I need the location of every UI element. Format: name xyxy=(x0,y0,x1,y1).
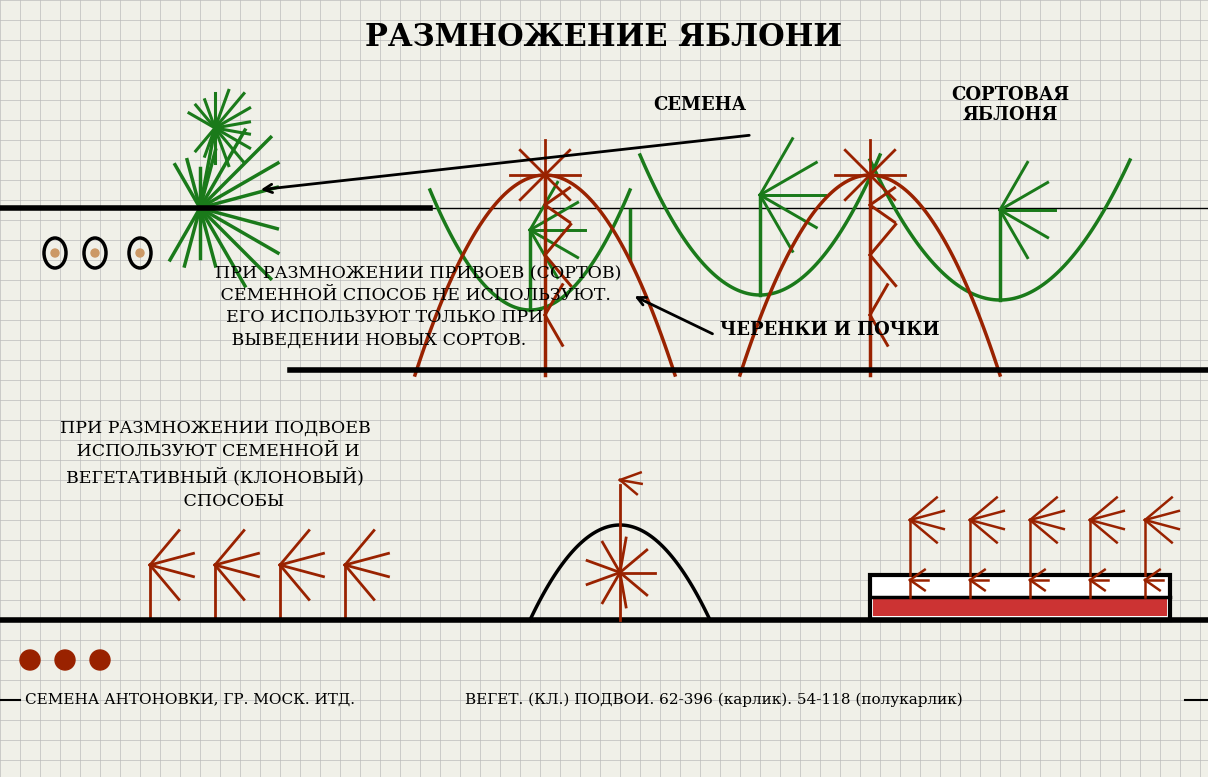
Circle shape xyxy=(56,650,75,670)
Text: ПРИ РАЗМНОЖЕНИИ ПОДВОЕВ
 ИСПОЛЬЗУЮТ СЕМЕННОЙ И
ВЕГЕТАТИВНЫЙ (КЛОНОВЫЙ)
       СП: ПРИ РАЗМНОЖЕНИИ ПОДВОЕВ ИСПОЛЬЗУЮТ СЕМЕН… xyxy=(59,420,371,510)
Text: ЧЕРЕНКИ И ПОЧКИ: ЧЕРЕНКИ И ПОЧКИ xyxy=(720,321,940,339)
Text: СОРТОВАЯ
ЯБЛОНЯ: СОРТОВАЯ ЯБЛОНЯ xyxy=(951,85,1069,124)
Text: ВЕГЕТ. (КЛ.) ПОДВОИ. 62-396 (карлик). 54-118 (полукарлик): ВЕГЕТ. (КЛ.) ПОДВОИ. 62-396 (карлик). 54… xyxy=(465,693,963,707)
Circle shape xyxy=(91,249,99,257)
Bar xyxy=(873,597,1167,616)
Circle shape xyxy=(51,249,59,257)
Bar xyxy=(870,575,1171,620)
Text: РАЗМНОЖЕНИЕ ЯБЛОНИ: РАЗМНОЖЕНИЕ ЯБЛОНИ xyxy=(366,23,842,54)
Text: ПРИ РАЗМНОЖЕНИИ ПРИВОЕВ (СОРТОВ)
 СЕМЕННОЙ СПОСОБ НЕ ИСПОЛЬЗУЮТ.
  ЕГО ИСПОЛЬЗУЮ: ПРИ РАЗМНОЖЕНИИ ПРИВОЕВ (СОРТОВ) СЕМЕННО… xyxy=(215,265,621,349)
Text: СЕМЕНА: СЕМЕНА xyxy=(654,96,747,114)
Text: СЕМЕНА АНТОНОВКИ, ГР. МОСК. ИТД.: СЕМЕНА АНТОНОВКИ, ГР. МОСК. ИТД. xyxy=(25,693,355,707)
Circle shape xyxy=(21,650,40,670)
Circle shape xyxy=(91,650,110,670)
Circle shape xyxy=(137,249,144,257)
